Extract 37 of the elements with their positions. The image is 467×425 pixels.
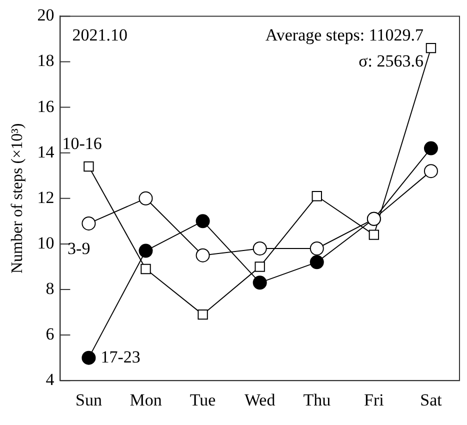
x-tick-label: Mon <box>130 390 162 410</box>
y-axis-title: Number of steps (×10³) <box>8 123 26 274</box>
point <box>310 255 324 270</box>
annotation: σ: 2563.6 <box>358 52 424 71</box>
series-label: 10-16 <box>62 134 102 153</box>
annotation: Average steps: 11029.7 <box>265 26 424 45</box>
y-tick-label: 8 <box>46 278 54 298</box>
point <box>312 191 322 202</box>
y-tick-label: 16 <box>37 96 54 116</box>
y-tick-label: 12 <box>37 188 54 207</box>
point <box>252 276 267 290</box>
point <box>84 161 94 172</box>
point <box>426 42 436 54</box>
point <box>424 141 438 156</box>
y-tick-label: 10 <box>37 233 54 252</box>
point <box>82 350 96 365</box>
point <box>198 309 208 320</box>
series-label: 17-23 <box>100 347 140 366</box>
point <box>254 262 265 272</box>
y-tick-label: 18 <box>37 51 54 70</box>
x-tick-label: Tue <box>190 390 216 410</box>
y-tick-label: 4 <box>46 370 55 390</box>
x-tick-label: Wed <box>244 390 276 410</box>
y-tick-label: 14 <box>37 142 55 162</box>
point <box>368 230 380 240</box>
point <box>138 244 153 258</box>
point <box>196 248 210 262</box>
point <box>196 214 210 228</box>
x-tick-label: Sat <box>420 390 442 410</box>
x-tick-label: Fri <box>364 390 384 410</box>
y-tick-label: 20 <box>37 6 54 25</box>
annotation: 2021.10 <box>72 26 128 45</box>
x-tick-label: Thu <box>303 390 332 410</box>
series-label: 3-9 <box>68 238 90 258</box>
y-tick-label: 6 <box>46 324 54 344</box>
point <box>140 264 151 274</box>
x-tick-label: Sun <box>75 390 102 410</box>
